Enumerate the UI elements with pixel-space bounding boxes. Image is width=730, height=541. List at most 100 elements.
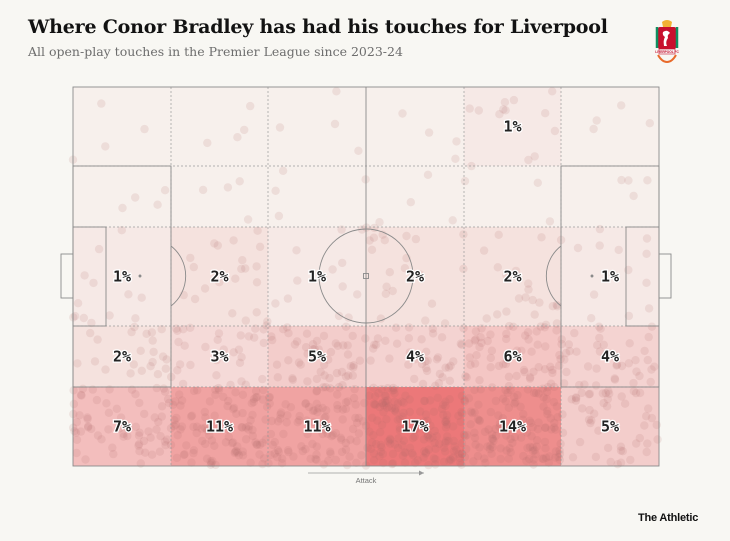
touch-dot [94,244,104,254]
touch-dot [274,447,283,456]
touch-dot [378,399,387,408]
touch-dot [460,397,469,406]
touch-dot [248,425,257,435]
touch-dot [567,395,576,404]
touch-dot [385,268,394,277]
touch-dot [565,346,574,356]
touch-dot [487,434,497,443]
touch-dot [72,448,81,458]
touch-dot [235,177,244,186]
touch-dot [546,379,556,388]
touch-dot [625,339,634,348]
heat-cell [268,227,366,326]
touch-dot [316,367,325,376]
heat-cell [366,166,464,227]
touch-dot [645,119,654,128]
touch-dot [295,411,304,421]
touch-dot [530,446,539,455]
touch-dot [386,435,395,445]
touch-dot [488,434,498,444]
touch-dot [441,438,450,447]
touch-dot [189,262,198,272]
touch-dot [552,300,561,310]
touch-dot [273,373,282,382]
touch-dot [502,271,511,280]
touch-dot [448,216,457,225]
touch-dot [301,445,310,454]
touch-dot [267,332,276,341]
touch-dot [97,435,106,444]
touch-dot [338,282,347,291]
touch-dot [373,334,383,343]
touch-dot [470,385,479,395]
touch-dot [543,383,552,392]
touch-dot [422,427,431,436]
touch-dot [312,387,321,396]
touch-dot [186,323,195,332]
touch-dot [454,449,463,459]
touch-dot [644,404,653,413]
touch-dot [316,419,325,428]
touch-dot [228,438,238,447]
touch-dot [387,404,397,413]
touch-dot [488,383,497,392]
touch-dot [394,434,403,443]
touch-dot [229,403,239,413]
touch-dot [301,399,310,408]
touch-dot [353,290,362,299]
touch-dot [488,442,497,452]
touch-dot [423,356,432,365]
touch-dot [97,99,106,108]
touch-dot [380,236,389,245]
touch-dot [349,393,359,403]
touch-dot [438,373,447,382]
touch-dot [334,382,344,392]
touch-dot [238,451,248,460]
touch-dot [343,350,353,359]
touch-dot [258,395,268,404]
touch-dot [537,233,546,242]
zone-percentage-label: 4% [406,348,424,366]
touch-dot [610,374,619,383]
touch-dot [400,264,410,273]
touch-dot [533,340,542,349]
touch-dot [388,449,398,459]
touch-dot [321,412,330,421]
touch-dot [175,390,184,399]
touch-dot [324,355,333,364]
touch-dot [434,379,444,388]
touch-dot [524,155,533,165]
touch-dot [532,327,541,336]
touch-dot [557,335,566,344]
touch-dot [252,278,262,287]
touch-dot [643,355,652,365]
touch-dot [341,445,351,454]
touch-dot [542,387,552,397]
touch-dot [421,449,430,458]
touch-dot [534,418,543,427]
touch-dot [472,351,481,360]
touch-dot [255,242,265,251]
touch-dot [154,417,163,427]
touch-dot [322,406,331,415]
touch-dot [460,176,470,186]
touch-dot [487,346,497,355]
touch-dot [532,436,542,445]
touch-dot [295,416,304,425]
touch-dot [617,361,627,371]
touch-dot [180,341,189,350]
touch-dot [244,332,254,341]
touch-dot [211,460,220,470]
touch-dot [381,399,391,408]
touch-dot [313,408,322,417]
touch-dot [543,406,552,416]
touch-dot [224,425,233,434]
touch-dot [205,431,214,440]
touch-dot [328,265,337,274]
touch-dot [572,394,581,403]
touch-dot [238,390,248,399]
centre-circle [318,228,414,324]
touch-dot [241,435,251,444]
touch-dot [135,428,144,437]
touch-dot [534,363,543,372]
